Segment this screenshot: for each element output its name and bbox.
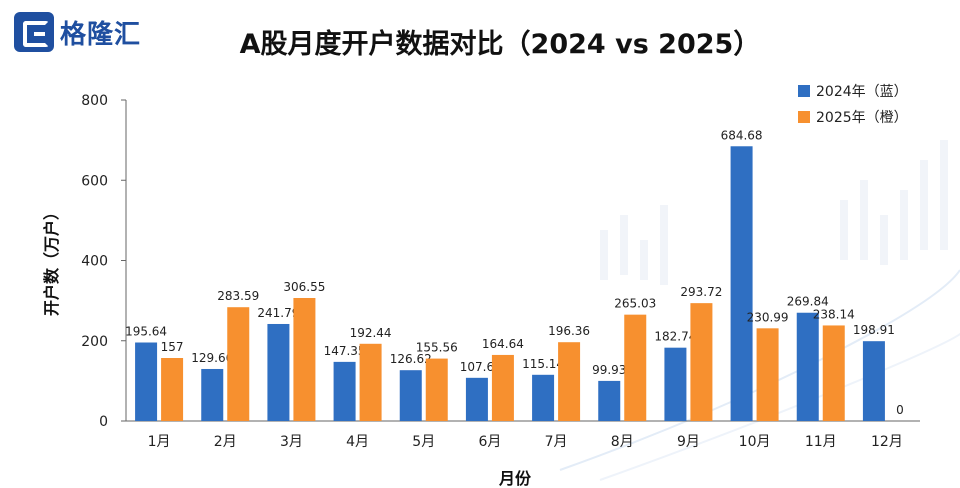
bar-2024 — [333, 361, 356, 421]
bar-2025 — [491, 354, 514, 421]
data-label-2024: 147.35 — [324, 344, 366, 358]
data-label-2024: 198.91 — [853, 323, 895, 337]
legend-label-2024: 2024年（蓝） — [816, 84, 908, 100]
legend-swatch-2024 — [798, 85, 810, 97]
data-label-2025: 0 — [896, 403, 904, 417]
data-label-2025: 157 — [161, 340, 184, 354]
x-tick-label: 4月 — [346, 434, 369, 450]
data-label-2025: 196.36 — [548, 324, 590, 338]
data-label-2025: 238.14 — [813, 307, 855, 321]
bar-2024 — [862, 341, 885, 421]
data-label-2025: 192.44 — [350, 326, 392, 340]
data-label-2024: 182.74 — [654, 330, 696, 344]
data-label-2025: 283.59 — [217, 289, 259, 303]
x-tick-label: 8月 — [611, 434, 634, 450]
bar-2024 — [664, 347, 687, 421]
data-label-2024: 126.62 — [390, 352, 432, 366]
bar-2024 — [267, 323, 290, 421]
bar-2025 — [359, 343, 382, 421]
bar-2024 — [730, 146, 753, 421]
x-tick-label: 10月 — [739, 434, 771, 450]
brand-name: 格隆汇 — [60, 19, 142, 50]
data-label-2024: 115.14 — [522, 357, 564, 371]
chart-legend: 2024年（蓝） 2025年（橙） — [798, 78, 908, 130]
x-tick-label: 2月 — [214, 434, 237, 450]
data-label-2024: 129.66 — [191, 351, 233, 365]
bar-2025 — [425, 358, 448, 421]
x-tick-label: 5月 — [412, 434, 435, 450]
data-label-2025: 155.56 — [416, 341, 458, 355]
data-label-2025: 293.72 — [680, 285, 722, 299]
y-axis-label: 开户数（万户） — [42, 204, 61, 316]
bar-2025 — [293, 297, 316, 421]
bar-2025 — [558, 342, 581, 421]
brand-logo: 格隆汇 — [14, 12, 141, 52]
legend-item-2025: 2025年（橙） — [798, 104, 908, 130]
data-label-2025: 306.55 — [283, 280, 325, 294]
data-label-2025: 265.03 — [614, 297, 656, 311]
bar-2024 — [598, 380, 621, 421]
y-tick-label: 800 — [81, 93, 108, 109]
x-tick-label: 6月 — [478, 434, 501, 450]
data-label-2024: 107.6 — [460, 360, 494, 374]
x-axis-label: 月份 — [498, 469, 532, 488]
data-label-2024: 241.79 — [257, 306, 299, 320]
bar-2024 — [399, 370, 422, 421]
bar-2025 — [756, 328, 779, 421]
bar-2025 — [822, 325, 845, 421]
x-tick-label: 1月 — [148, 434, 171, 450]
data-label-2025: 230.99 — [747, 310, 789, 324]
y-tick-label: 0 — [99, 414, 108, 430]
bar-2025 — [624, 314, 647, 421]
bar-2024 — [532, 374, 555, 421]
data-label-2024: 99.93 — [592, 363, 626, 377]
x-tick-label: 9月 — [677, 434, 700, 450]
data-label-2024: 195.64 — [125, 324, 167, 338]
bar-2025 — [161, 358, 184, 421]
x-tick-label: 7月 — [545, 434, 568, 450]
bar-2025 — [227, 307, 250, 421]
legend-swatch-2025 — [798, 111, 810, 123]
x-tick-label: 3月 — [280, 434, 303, 450]
y-tick-label: 600 — [81, 173, 108, 189]
bar-2025 — [690, 303, 713, 421]
x-tick-label: 11月 — [805, 434, 837, 450]
data-label-2024: 684.68 — [721, 128, 763, 142]
legend-label-2025: 2025年（橙） — [816, 110, 908, 126]
legend-item-2024: 2024年（蓝） — [798, 78, 908, 104]
y-tick-label: 200 — [81, 334, 108, 350]
brand-logo-icon — [14, 12, 54, 52]
bar-2024 — [135, 342, 158, 421]
y-tick-label: 400 — [81, 254, 108, 270]
data-label-2024: 269.84 — [787, 295, 829, 309]
bar-2024 — [465, 377, 488, 421]
data-label-2025: 164.64 — [482, 337, 524, 351]
chart-title: A股月度开户数据对比（2024 vs 2025） — [239, 29, 761, 60]
bar-2024 — [796, 312, 819, 421]
bar-2024 — [201, 368, 224, 421]
x-tick-label: 12月 — [871, 434, 903, 450]
